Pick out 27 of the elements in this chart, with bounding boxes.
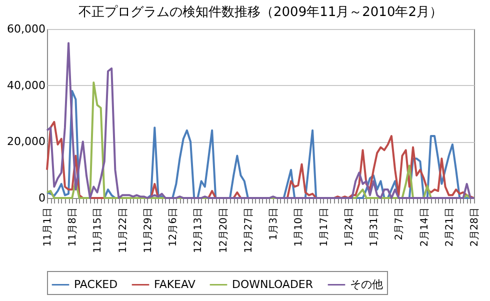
legend-label: PACKED <box>74 278 118 291</box>
x-tick-label: 1月3日 <box>268 208 280 240</box>
x-tick-label: 1月24日 <box>344 208 355 247</box>
x-tick-label: 12月27日 <box>243 208 254 253</box>
x-tick-label: 11月15日 <box>92 208 104 253</box>
x-tick-label: 2月21日 <box>444 208 456 247</box>
y-tick-label: 60,000 <box>7 22 46 36</box>
x-tick-label: 11月29日 <box>142 208 154 253</box>
x-tick-label: 11月22日 <box>118 208 129 253</box>
x-tick-label: 2月7日 <box>394 208 406 240</box>
x-tick-label: 2月28日 <box>470 208 480 247</box>
legend-label: FAKEAV <box>154 278 196 291</box>
legend-label: DOWNLOADER <box>232 278 314 291</box>
x-tick-label: 1月17日 <box>318 208 330 247</box>
x-tick-label: 12月6日 <box>168 208 180 247</box>
x-tick-label: 2月14日 <box>419 208 430 247</box>
x-tick-label: 12月20日 <box>218 208 230 253</box>
x-tick-label: 11月8日 <box>68 208 79 247</box>
y-tick-label: 40,000 <box>7 78 46 92</box>
chart-title: 不正プログラムの検知件数推移（2009年11月～2010年2月） <box>78 5 442 20</box>
x-tick-label: 12月13日 <box>193 208 204 253</box>
legend-label: その他 <box>350 278 383 291</box>
x-tick-label: 11月1日 <box>42 208 54 247</box>
y-tick-label: 0 <box>38 192 46 204</box>
x-tick-label: 1月31日 <box>369 208 380 247</box>
y-tick-label: 20,000 <box>7 135 46 148</box>
x-tick-label: 1月10日 <box>294 208 305 247</box>
